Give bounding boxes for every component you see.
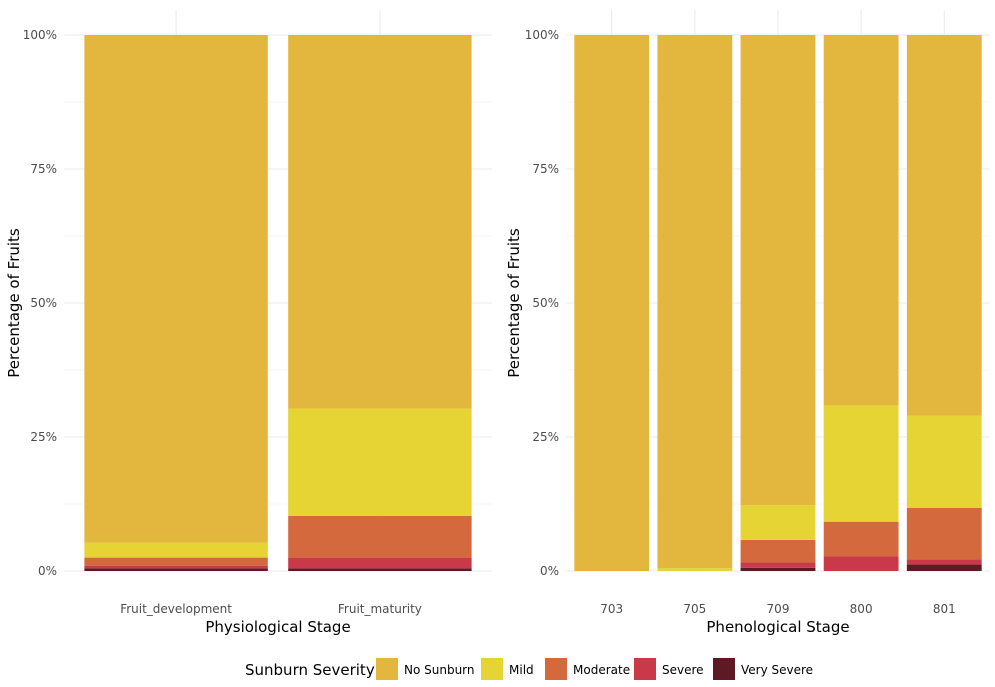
x-tick-label: Fruit_development: [120, 602, 232, 616]
y-tick-label: 0%: [540, 564, 559, 578]
y-tick-label: 50%: [532, 296, 559, 310]
bar-segment-no-sunburn: [740, 35, 816, 506]
legend-label: Very Severe: [741, 663, 813, 677]
x-tick-label: Fruit_maturity: [338, 602, 422, 616]
bar-segment-mild: [84, 542, 268, 558]
x-axis-title: Phenological Stage: [706, 618, 849, 636]
legend-label: Mild: [509, 663, 534, 677]
bar-segment-very-severe: [740, 567, 816, 571]
legend-key-moderate: [545, 658, 567, 680]
y-tick-label: 75%: [532, 162, 559, 176]
legend-label: No Sunburn: [404, 663, 475, 677]
bar-segment-very-severe: [84, 568, 268, 571]
legend-key-severe: [634, 658, 656, 680]
y-tick-label: 25%: [532, 430, 559, 444]
bar-segment-severe: [84, 565, 268, 569]
bar-segment-mild: [288, 408, 472, 516]
bar-segment-no-sunburn: [84, 35, 268, 543]
y-tick-label: 50%: [30, 296, 57, 310]
y-tick-label: 25%: [30, 430, 57, 444]
bar-segment-no-sunburn: [574, 35, 650, 571]
bar-segment-very-severe: [906, 564, 982, 571]
bar-segment-moderate: [740, 539, 816, 563]
x-tick-label: 705: [683, 602, 706, 616]
bar-segment-moderate: [906, 507, 982, 560]
bar-segment-no-sunburn: [657, 35, 733, 569]
bar-segment-severe: [823, 556, 899, 571]
x-axis-title: Physiological Stage: [205, 618, 350, 636]
x-tick-label: 703: [600, 602, 623, 616]
x-tick-label: 801: [933, 602, 956, 616]
legend-label: Moderate: [573, 663, 630, 677]
bar-segment-mild: [906, 415, 982, 508]
bar-segment-no-sunburn: [288, 35, 472, 409]
x-tick-label: 709: [767, 602, 790, 616]
legend-label: Severe: [662, 663, 704, 677]
bar-segment-mild: [740, 505, 816, 540]
y-tick-label: 100%: [525, 28, 559, 42]
y-tick-label: 100%: [23, 28, 57, 42]
x-tick-label: 800: [850, 602, 873, 616]
y-axis-title: Percentage of Fruits: [5, 228, 23, 378]
bar-segment-mild: [657, 568, 733, 571]
y-tick-label: 75%: [30, 162, 57, 176]
legend-key-no-sunburn: [376, 658, 398, 680]
legend: Sunburn Severity No Sunburn Mild Moderate Se…: [245, 658, 813, 680]
chart-panel-1: 0% 25% 50% 75% 100% Fruit_development Fruit_ma…: [5, 10, 492, 636]
bar-segment-moderate: [84, 557, 268, 566]
bar-segment-mild: [823, 405, 899, 522]
bar-segment-no-sunburn: [823, 35, 899, 406]
bar-segment-severe: [288, 557, 472, 569]
bar-segment-severe: [740, 562, 816, 568]
legend-key-mild: [481, 658, 503, 680]
legend-key-very-severe: [713, 658, 735, 680]
y-tick-label: 0%: [38, 564, 57, 578]
chart-panel-2: 0% 25% 50% 75% 100% 703 705 709 800 801 Phenologic…: [505, 10, 990, 636]
bar-segment-no-sunburn: [906, 35, 982, 416]
legend-title: Sunburn Severity: [245, 661, 375, 679]
bar-segment-moderate: [823, 521, 899, 557]
bar-segment-very-severe: [288, 568, 472, 571]
y-axis-title: Percentage of Fruits: [505, 228, 523, 378]
bar-segment-severe: [906, 559, 982, 565]
bar-segment-moderate: [288, 515, 472, 558]
